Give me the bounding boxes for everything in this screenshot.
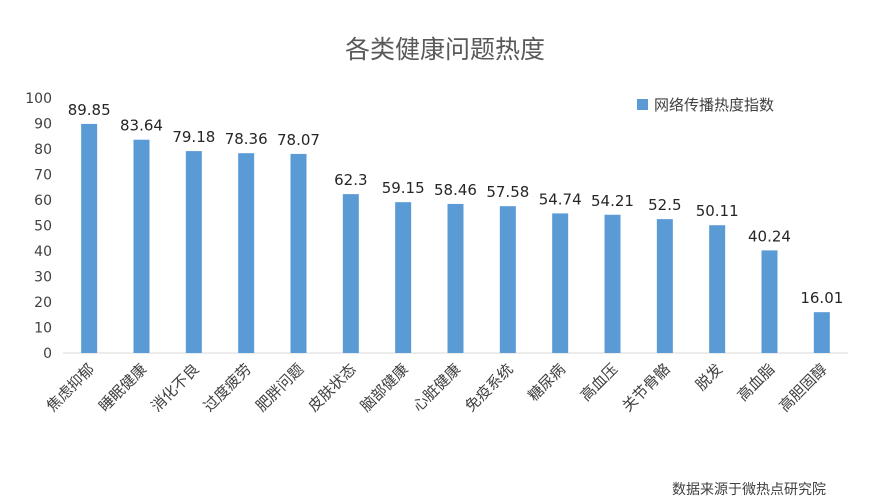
x-tick-label: 消化不良 [147,360,202,415]
data-label: 40.24 [748,227,791,245]
source-note: 数据来源于微热点研究院 [672,482,826,498]
y-tick-label: 10 [34,321,52,337]
data-label: 59.15 [382,179,425,197]
y-tick-label: 60 [34,193,52,209]
data-label: 58.46 [434,181,477,199]
bar [552,213,569,353]
legend: 网络传播热度指数 [637,96,774,114]
y-tick-label: 40 [34,244,52,260]
bar [395,202,412,353]
legend-swatch [637,99,648,110]
x-tick-label: 高胆固醇 [775,360,830,415]
x-tick-label: 心脏健康 [409,360,464,415]
data-label: 54.21 [591,192,634,210]
data-label: 83.64 [120,117,163,135]
y-tick-label: 0 [43,346,52,362]
y-tick-label: 30 [34,270,52,286]
bar [604,214,621,353]
x-tick-label: 焦虑抑郁 [43,360,98,415]
y-tick-label: 90 [34,117,52,133]
x-tick-label: 免疫系统 [461,360,516,415]
y-tick-label: 80 [34,142,52,158]
bar [81,123,98,353]
bar [761,250,778,353]
y-tick-label: 70 [34,168,52,184]
data-label: 78.07 [277,131,320,149]
x-tick-label: 糖尿病 [524,360,569,405]
x-tick-label: 睡眠健康 [95,360,150,415]
x-tick-label: 脱发 [692,360,726,394]
y-tick-label: 100 [25,91,52,107]
data-label: 89.85 [68,101,111,119]
bar [342,194,359,353]
x-axis: 焦虑抑郁睡眠健康消化不良过度疲劳肥胖问题皮肤状态脑部健康心脏健康免疫系统 糖尿病高… [43,352,848,415]
data-label: 50.11 [696,202,739,220]
x-tick-label: 关节骨骼 [618,360,673,415]
bar [656,219,673,353]
x-tick-label: 高血压 [577,360,622,405]
bar [290,153,307,353]
x-tick-label: 过度疲劳 [200,360,255,415]
data-label: 52.5 [648,196,681,214]
data-label: 57.58 [486,183,529,201]
x-tick-label: 皮肤状态 [304,360,359,415]
bar [133,139,150,353]
data-label: 54.74 [539,190,582,208]
x-tick-label: 肥胖问题 [252,360,307,415]
bar [709,225,726,353]
y-tick-label: 20 [34,295,52,311]
bar [447,203,464,353]
data-label: 78.36 [225,130,268,148]
bar [499,206,516,353]
bars [81,123,830,353]
data-label: 79.18 [172,128,215,146]
chart-title: 各类健康问题热度 [345,35,545,64]
y-axis: 0 10 20 30 40 50 60 70 80 90 100 [25,91,52,362]
legend-label: 网络传播热度指数 [654,96,774,114]
data-label: 16.01 [800,289,843,307]
x-tick-label: 脑部健康 [357,360,412,415]
x-tick-label: 高血脂 [734,360,779,405]
data-label: 62.3 [334,171,367,189]
bar [238,153,255,353]
bar [813,312,830,353]
data-labels: 89.85 83.64 79.18 78.36 78.07 62.3 59.15 58.46 5… [68,101,844,307]
bar [185,151,202,353]
y-tick-label: 50 [34,219,52,235]
